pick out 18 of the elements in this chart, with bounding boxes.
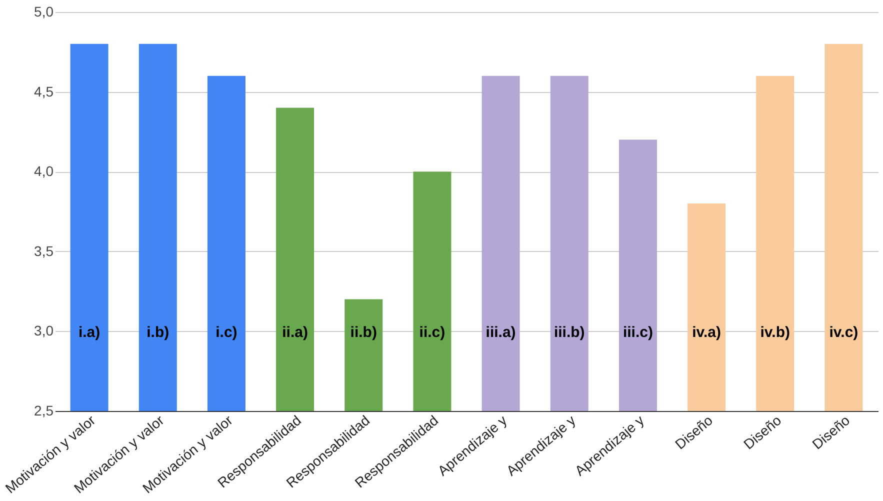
y-tick-label: 5,0 bbox=[34, 4, 54, 20]
annotation: ii.c) bbox=[419, 324, 446, 341]
annotation: i.a) bbox=[78, 324, 100, 341]
y-tick-label: 3,0 bbox=[34, 322, 54, 339]
annotation: ii.a) bbox=[282, 324, 308, 341]
y-tick-label: 4,5 bbox=[34, 83, 54, 100]
y-tick-label: 2,5 bbox=[34, 402, 54, 418]
annotation: i.b) bbox=[146, 324, 170, 341]
annotation: i.c) bbox=[216, 324, 238, 341]
annotation: ii.b) bbox=[350, 324, 377, 341]
annotation: iii.b) bbox=[554, 324, 585, 341]
annotation: iv.c) bbox=[829, 324, 858, 341]
annotation: iii.a) bbox=[486, 324, 516, 341]
y-tick-label: 3,5 bbox=[34, 242, 54, 259]
annotation: iii.c) bbox=[622, 324, 653, 341]
annotation: iv.b) bbox=[760, 324, 790, 341]
y-tick-label: 4,0 bbox=[34, 163, 54, 180]
annotation: iv.a) bbox=[692, 324, 721, 341]
